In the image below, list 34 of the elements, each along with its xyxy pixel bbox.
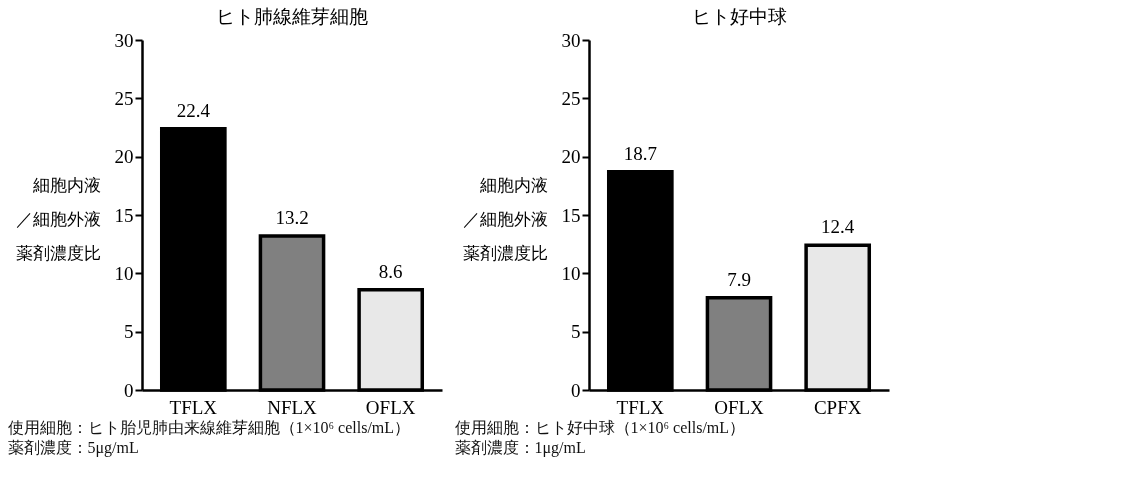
text: 薬剤濃度：5μg/mL — [7, 438, 140, 458]
y-tick-label: 30 — [114, 29, 134, 51]
y-tick-label: 15 — [114, 204, 134, 226]
data-label: 8.6 — [378, 260, 403, 282]
y-tick-label: 10 — [114, 262, 134, 284]
x-tick-label: TFLX — [169, 396, 218, 418]
x-tick-label: OFLX — [714, 396, 765, 418]
data-label: 22.4 — [176, 99, 211, 121]
y-tick-label: 10 — [561, 262, 581, 284]
y-axis-title: 細胞内液／細胞外液薬剤濃度比 — [15, 175, 101, 263]
y-tick-label: 20 — [114, 146, 134, 168]
chart-title: ヒト好中球 — [691, 6, 787, 27]
text: 使用細胞：ヒト胎児肺由来線維芽細胞（1×10⁶ cells/mL） — [7, 418, 411, 438]
text: 薬剤濃度：1μg/mL — [454, 438, 587, 458]
data-label: 12.4 — [821, 216, 855, 238]
y-tick-label: 5 — [571, 321, 581, 343]
chart-title: ヒト肺線維芽細胞 — [216, 6, 368, 27]
data-label: 18.7 — [623, 142, 657, 164]
x-tick-label: OFLX — [365, 396, 416, 418]
y-tick-label: 0 — [124, 379, 134, 401]
text: 使用細胞：ヒト好中球（1×10⁶ cells/mL） — [454, 418, 746, 438]
y-tick-label: 30 — [561, 29, 581, 51]
y-tick-label: 20 — [561, 146, 581, 168]
data-label: 13.2 — [275, 207, 309, 228]
x-tick-label: NFLX — [267, 396, 318, 418]
x-tick-label: TFLX — [616, 396, 665, 418]
y-tick-label: 5 — [124, 321, 134, 343]
y-tick-label: 0 — [571, 379, 581, 401]
y-tick-label: 25 — [561, 87, 581, 109]
data-label: 7.9 — [727, 268, 751, 290]
y-tick-label: 25 — [114, 87, 134, 109]
x-tick-label: CPFX — [813, 396, 862, 418]
y-tick-label: 15 — [561, 204, 581, 226]
y-axis-title: 細胞内液／細胞外液薬剤濃度比 — [462, 175, 548, 263]
